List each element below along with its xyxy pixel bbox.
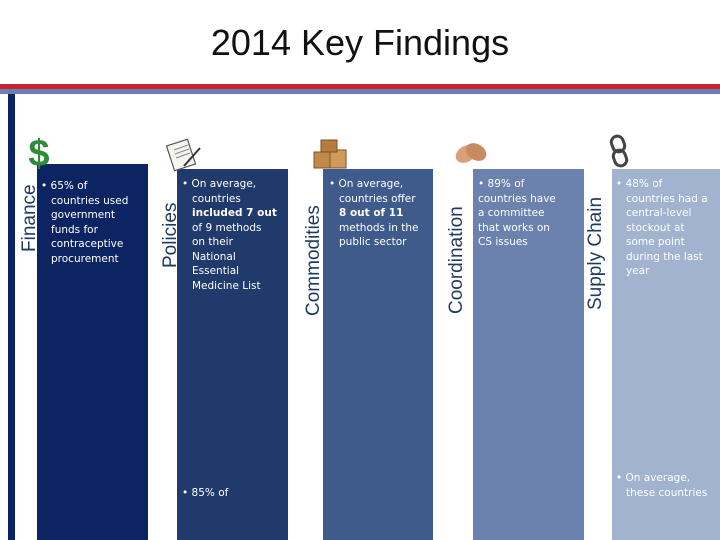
policies-line-6: National — [192, 250, 236, 263]
panel-commodities — [323, 169, 433, 540]
coordination-line-2: countries have — [478, 192, 556, 205]
finance-line-3: government — [51, 209, 116, 221]
policies-line-1: • On average, — [182, 178, 257, 190]
supply-line-1: • 48% of — [616, 178, 663, 190]
finance-line-6: procurement — [51, 252, 119, 265]
panel-text-supply-chain: • 48% of countries had a central-level s… — [616, 177, 720, 279]
policies-line-7: Essential — [192, 265, 240, 277]
policies-line-4: of 9 methods — [192, 221, 262, 234]
coordination-line-3: a committee — [478, 207, 545, 219]
commodities-line-2: countries offer — [339, 192, 416, 205]
panel-label-policies: Policies — [160, 202, 181, 268]
policies-line-5: on their — [192, 236, 233, 248]
commodities-line-3: 8 out of 11 — [339, 207, 404, 219]
finance-line-2: countries used — [51, 194, 129, 207]
supply-line-6: during the last — [626, 250, 703, 263]
coordination-line-4: that works on — [478, 221, 550, 234]
supply-line-7: year — [626, 265, 650, 277]
panel-text-finance: • 65% of countries used government funds… — [41, 179, 145, 266]
finance-line-1: • 65% of — [41, 180, 88, 192]
left-accent-bar — [8, 94, 15, 540]
panel-label-supply-chain: Supply Chain — [585, 196, 606, 310]
coordination-line-5: CS issues — [478, 236, 528, 248]
document-icon — [162, 136, 204, 179]
red-rule — [0, 84, 720, 89]
policies-line-2: countries — [192, 192, 241, 205]
policies-line-8: Medicine List — [192, 279, 261, 292]
panel-label-commodities: Commodities — [303, 205, 324, 316]
commodities-line-1: • On average, — [329, 178, 404, 190]
boxes-icon — [310, 138, 350, 179]
supply-line-4: stockout at — [626, 221, 685, 234]
blue-rule — [0, 89, 720, 94]
supply-bottom-line-2: these countries — [626, 486, 708, 499]
svg-text:$: $ — [28, 133, 49, 172]
supply-line-3: central-level — [626, 207, 692, 219]
chain-icon — [605, 134, 633, 175]
policies-line-3: included 7 out — [192, 207, 277, 219]
supply-bottom-text: • On average, these countries — [616, 471, 720, 500]
panel-text-coordination: • 89% of countries have a committee that… — [478, 177, 582, 250]
supply-line-5: some point — [626, 236, 685, 248]
panel-coordination — [473, 169, 584, 540]
panel-label-coordination: Coordination — [446, 206, 467, 314]
panel-policies — [177, 169, 288, 540]
dollar-icon: $ — [22, 132, 56, 177]
commodities-line-4: methods in the — [339, 221, 419, 234]
policies-bottom-text: • 85% of — [182, 487, 229, 499]
commodities-line-5: public sector — [339, 236, 407, 248]
handshake-icon — [452, 136, 490, 175]
panel-text-commodities: • On average, countries offer 8 out of 1… — [329, 177, 431, 250]
panel-finance — [37, 164, 148, 540]
panel-label-finance: Finance — [19, 184, 40, 252]
panel-supply-chain — [612, 169, 720, 540]
supply-line-2: countries had a — [626, 192, 708, 205]
finance-line-5: contraceptive — [51, 238, 124, 250]
page-title: 2014 Key Findings — [210, 22, 510, 63]
finance-line-4: funds for — [51, 223, 98, 236]
coordination-line-1: • 89% of — [478, 178, 525, 190]
panel-text-policies: • On average, countries included 7 out o… — [182, 177, 286, 293]
supply-bottom-line-1: • On average, — [616, 472, 691, 484]
